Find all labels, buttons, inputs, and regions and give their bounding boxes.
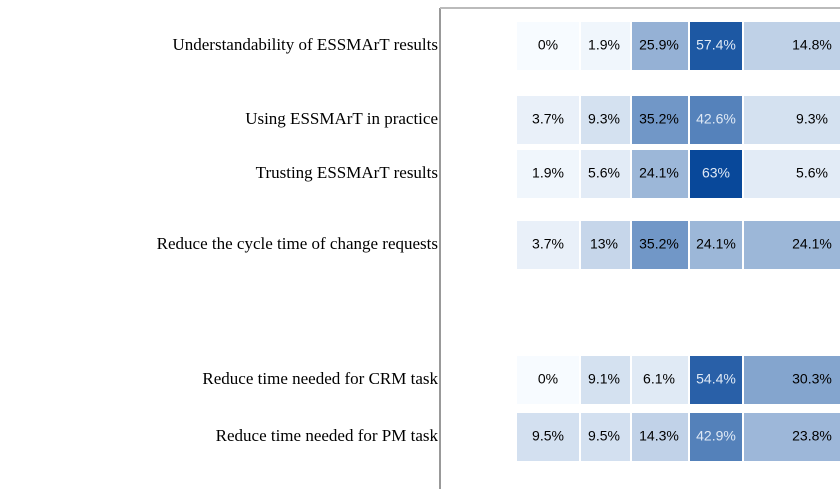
cell-label: 23.8%: [792, 428, 832, 444]
cell: [690, 96, 742, 144]
cell-label: 9.5%: [588, 428, 620, 444]
cell-label: 3.7%: [532, 236, 564, 252]
row-label: Using ESSMArT in practice: [245, 109, 438, 128]
cell: [690, 221, 742, 269]
cell-label: 5.6%: [796, 165, 828, 181]
cell-label: 54.4%: [696, 371, 736, 387]
cell: [632, 96, 688, 144]
cell: [517, 22, 579, 70]
cell: [632, 413, 688, 461]
cell-label: 13%: [590, 236, 618, 252]
cell: [581, 413, 630, 461]
row-label: Reduce time needed for PM task: [216, 426, 439, 445]
cell-label: 14.8%: [792, 37, 832, 53]
cell-label: 14.3%: [639, 428, 679, 444]
row-label: Reduce time needed for CRM task: [202, 369, 438, 388]
cell-label: 25.9%: [639, 37, 679, 53]
cell-label: 6.1%: [643, 371, 675, 387]
cell-label: 24.1%: [639, 165, 679, 181]
row-label: Trusting ESSMArT results: [256, 163, 438, 182]
cell: [581, 356, 630, 404]
cell: [744, 356, 840, 404]
cell-label: 9.3%: [796, 111, 828, 127]
cell: [581, 22, 630, 70]
cell-label: 35.2%: [639, 236, 679, 252]
cell-label: 3.7%: [532, 111, 564, 127]
cell: [517, 356, 579, 404]
cell: [581, 96, 630, 144]
cell-label: 63%: [702, 165, 730, 181]
cell-label: 9.5%: [532, 428, 564, 444]
cell-label: 1.9%: [532, 165, 564, 181]
cell-label: 57.4%: [696, 37, 736, 53]
cell: [517, 413, 579, 461]
cell-label: 9.3%: [588, 111, 620, 127]
cell-label: 30.3%: [792, 371, 832, 387]
cell: [632, 22, 688, 70]
cell: [744, 22, 840, 70]
cell: [517, 150, 579, 198]
cell: [581, 150, 630, 198]
cell: [744, 150, 840, 198]
cell: [744, 221, 840, 269]
cell-label: 1.9%: [588, 37, 620, 53]
cell: [517, 221, 579, 269]
cell: [581, 221, 630, 269]
row-label: Reduce the cycle time of change requests: [157, 234, 438, 253]
cell: [690, 413, 742, 461]
cell-label: 24.1%: [696, 236, 736, 252]
cell-label: 24.1%: [792, 236, 832, 252]
cell: [632, 356, 688, 404]
row-label: Understandability of ESSMArT results: [172, 35, 438, 54]
cell-label: 42.9%: [696, 428, 736, 444]
cell: [517, 96, 579, 144]
cell: [744, 413, 840, 461]
cell-label: 0%: [538, 371, 558, 387]
cell: [690, 22, 742, 70]
cell: [632, 221, 688, 269]
cell-label: 9.1%: [588, 371, 620, 387]
cell-label: 42.6%: [696, 111, 736, 127]
cell-label: 35.2%: [639, 111, 679, 127]
cell: [744, 96, 840, 144]
cell: [690, 356, 742, 404]
cell: [690, 150, 742, 198]
cell-label: 5.6%: [588, 165, 620, 181]
cell-label: 0%: [538, 37, 558, 53]
cell: [632, 150, 688, 198]
